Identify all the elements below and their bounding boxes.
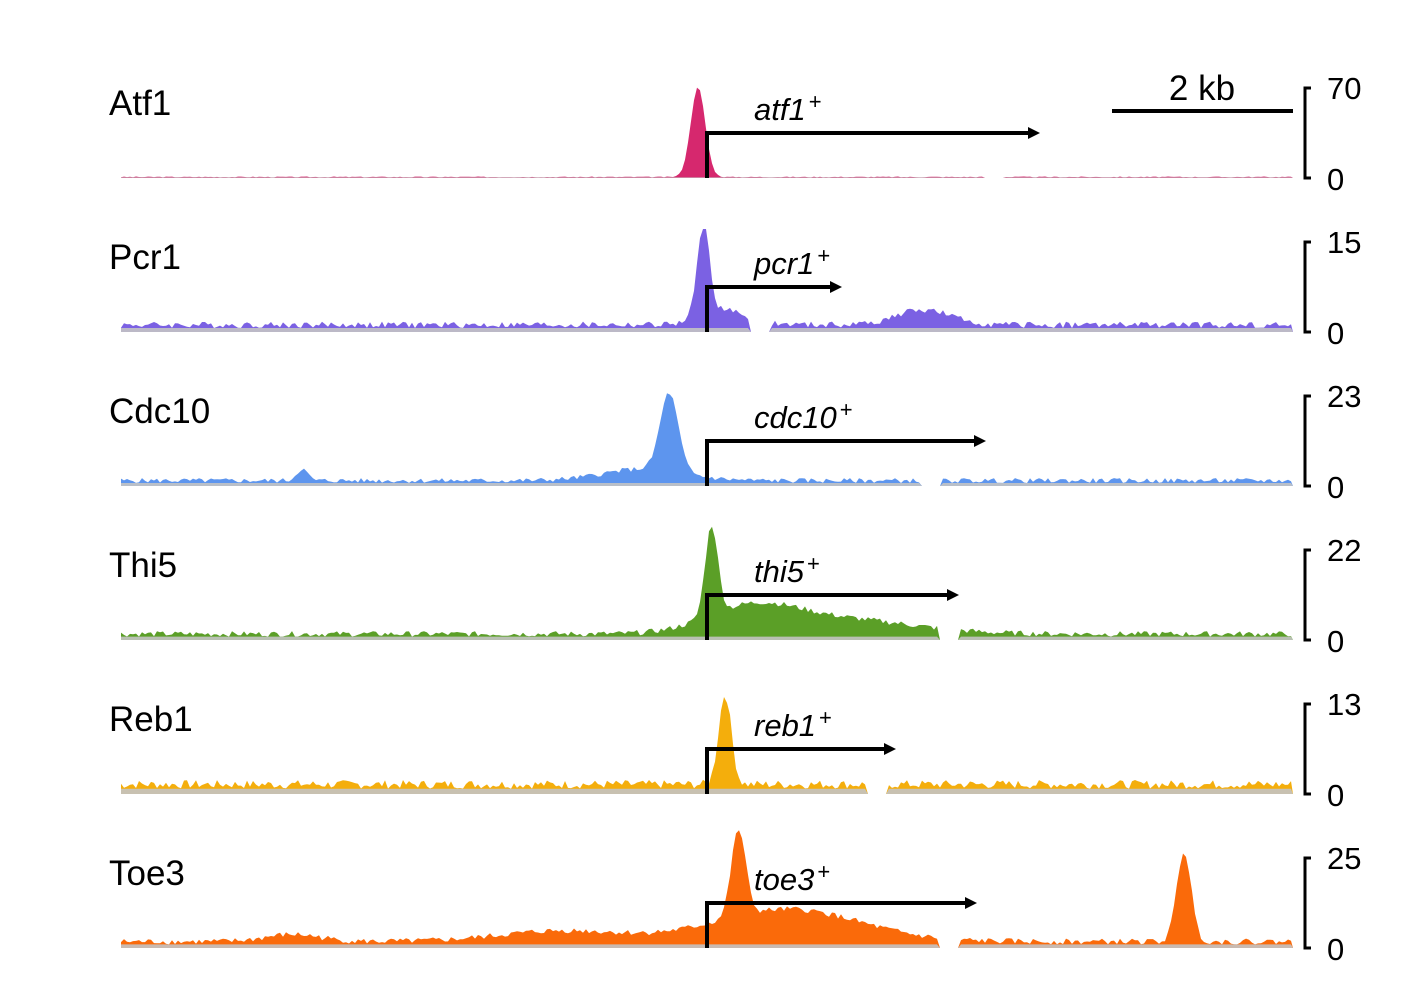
y-tick-max: 15 — [1327, 225, 1361, 260]
gene-label: reb1 + — [754, 705, 832, 743]
track-label: Cdc10 — [109, 392, 210, 431]
gene-arrow-line — [705, 131, 1032, 178]
gene-arrow-head — [884, 743, 896, 755]
gene-arrow-line — [705, 747, 888, 794]
gene-name: cdc10 — [754, 400, 837, 435]
y-tick-min: 0 — [1327, 162, 1344, 197]
gene-arrow-head — [830, 281, 842, 293]
y-axis — [1303, 240, 1311, 334]
gene-label: thi5 + — [754, 551, 820, 589]
scale-bar: 2 kb — [1112, 69, 1293, 113]
y-tick-max: 13 — [1327, 687, 1361, 722]
y-axis — [1303, 856, 1311, 950]
track-label: Pcr1 — [109, 238, 181, 277]
y-tick-max: 25 — [1327, 841, 1361, 876]
signal-area — [121, 830, 1293, 948]
gene-label: toe3 + — [754, 859, 830, 897]
y-tick-max: 23 — [1327, 379, 1361, 414]
y-axis — [1303, 86, 1311, 180]
gene-arrow-line — [705, 901, 969, 948]
gene-name: pcr1 — [753, 246, 814, 281]
track-toe3: Toe3 toe3 +250 — [109, 830, 1361, 967]
gene-superscript: + — [819, 705, 832, 730]
track-reb1: Reb1 reb1 +130 — [109, 687, 1361, 813]
track-label: Thi5 — [109, 546, 177, 585]
gene-name: atf1 — [754, 92, 806, 127]
gene-name: reb1 — [754, 708, 816, 743]
gene-arrow-head — [974, 435, 986, 447]
y-tick-min: 0 — [1327, 316, 1344, 351]
track-cdc10: Cdc10 cdc10 +230 — [109, 379, 1361, 505]
y-tick-min: 0 — [1327, 470, 1344, 505]
track-thi5: Thi5 thi5 +220 — [109, 526, 1361, 659]
gene-arrow-line — [705, 285, 834, 332]
signal-area — [121, 526, 1293, 640]
scale-bar-label: 2 kb — [1169, 69, 1235, 108]
gene-superscript: + — [817, 243, 830, 268]
gene-arrow-line — [705, 593, 951, 640]
gene-label: atf1 + — [754, 89, 822, 127]
track-pcr1: Pcr1 pcr1 +150 — [109, 225, 1361, 351]
y-tick-max: 22 — [1327, 533, 1361, 568]
y-axis — [1303, 702, 1311, 796]
gene-label: cdc10 + — [754, 397, 853, 435]
gene-arrow-line — [705, 439, 978, 486]
gene-superscript: + — [807, 551, 820, 576]
track-label: Atf1 — [109, 84, 171, 123]
gene-superscript: + — [809, 89, 822, 114]
track-atf1: Atf1 atf1 +700 — [109, 71, 1361, 197]
gene-arrow-head — [965, 897, 977, 909]
signal-area — [121, 229, 1293, 332]
track-label: Toe3 — [109, 854, 185, 893]
track-label: Reb1 — [109, 700, 193, 739]
y-tick-min: 0 — [1327, 932, 1344, 967]
gene-label: pcr1 + — [753, 243, 830, 281]
gene-superscript: + — [840, 397, 853, 422]
y-tick-min: 0 — [1327, 624, 1344, 659]
y-tick-max: 70 — [1327, 71, 1361, 106]
gene-arrow-head — [1028, 127, 1040, 139]
gene-superscript: + — [817, 859, 830, 884]
gene-arrow-head — [947, 589, 959, 601]
gene-name: thi5 — [754, 554, 805, 589]
gene-name: toe3 — [754, 862, 814, 897]
y-axis — [1303, 394, 1311, 488]
y-tick-min: 0 — [1327, 778, 1344, 813]
y-axis — [1303, 548, 1311, 642]
